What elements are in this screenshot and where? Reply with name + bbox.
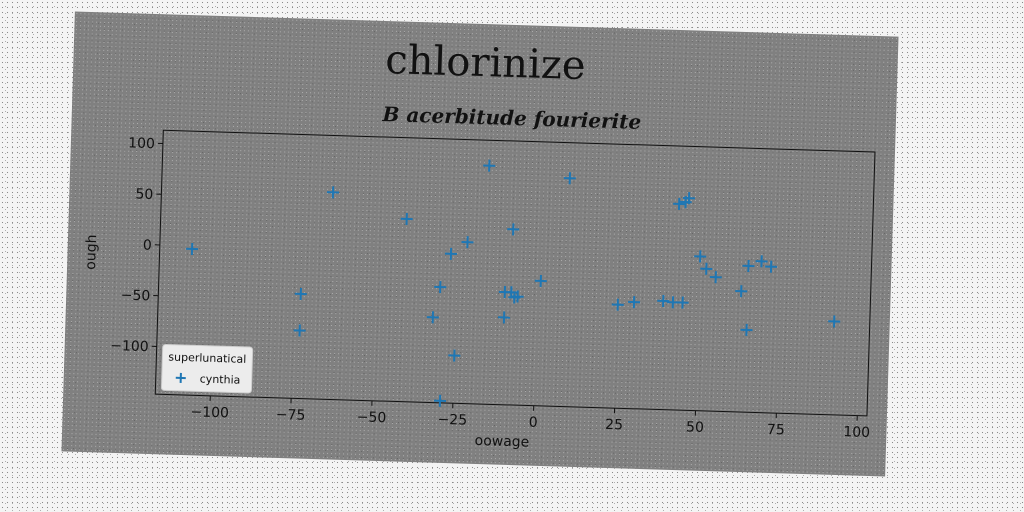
data-point: [186, 242, 199, 256]
x-tick-label: −50: [356, 409, 386, 426]
data-point: [682, 192, 696, 205]
data-point: [434, 281, 447, 294]
x-tick-label: 100: [843, 424, 870, 441]
legend-label-cynthia: cynthia: [200, 373, 241, 387]
data-point: [828, 315, 841, 328]
data-point: [700, 262, 713, 275]
x-axis-label: oowage: [474, 433, 529, 451]
x-tick-label: 0: [529, 415, 538, 431]
y-tick-label: 50: [135, 186, 153, 203]
data-point: [498, 311, 511, 324]
y-axis-label: ough: [83, 234, 100, 270]
legend-marker-icon: [175, 372, 186, 383]
data-point: [294, 287, 307, 300]
data-point: [433, 394, 447, 407]
data-point: [676, 296, 689, 309]
data-point: [735, 285, 748, 298]
data-point: [742, 259, 755, 273]
legend-title: superlunatical: [168, 351, 246, 366]
y-tick-label: 0: [143, 237, 152, 253]
data-point: [448, 349, 461, 362]
data-point: [709, 271, 722, 284]
x-tick-label: −100: [190, 404, 229, 421]
data-point: [628, 296, 641, 309]
x-axis: −100 −75 −50 −25 0 25 50 75 100: [190, 395, 870, 441]
data-point: [483, 159, 496, 172]
x-tick-label: −75: [276, 407, 306, 424]
data-point: [293, 324, 306, 337]
data-point: [400, 212, 413, 226]
data-point: [444, 247, 457, 260]
data-point: [765, 260, 778, 273]
x-tick-label: 75: [767, 422, 785, 439]
x-tick-label: 50: [686, 419, 704, 436]
y-tick-label: −100: [110, 338, 149, 355]
data-point: [507, 223, 520, 236]
y-tick-label: 100: [128, 135, 155, 152]
scatter-chart: B acerbitude fourierite −100 −75 −50 −25 0 25…: [83, 102, 876, 451]
data-point: [673, 197, 686, 210]
data-point: [563, 172, 576, 185]
data-point: [657, 294, 670, 308]
y-tick-label: −50: [120, 288, 150, 305]
data-point: [611, 298, 624, 311]
data-series-cynthia: [186, 159, 841, 407]
data-point: [327, 186, 340, 199]
plot-area: [154, 129, 876, 417]
data-point: [508, 291, 521, 304]
legend-box: [160, 343, 254, 394]
legend: superlunatical cynthia: [160, 343, 254, 394]
data-point: [694, 250, 707, 263]
chart-figure: chlorinize B acerbitude fourierite −100−…: [61, 11, 899, 477]
data-point: [461, 236, 474, 249]
x-tick-label: −25: [437, 412, 467, 429]
data-point: [534, 274, 547, 288]
y-axis: −100 −50 0 50 100: [110, 135, 163, 355]
chart-title: B acerbitude fourierite: [381, 102, 641, 134]
data-point: [426, 311, 439, 324]
data-point: [740, 323, 753, 336]
data-point: [755, 255, 768, 268]
x-tick-label: 25: [605, 417, 623, 434]
